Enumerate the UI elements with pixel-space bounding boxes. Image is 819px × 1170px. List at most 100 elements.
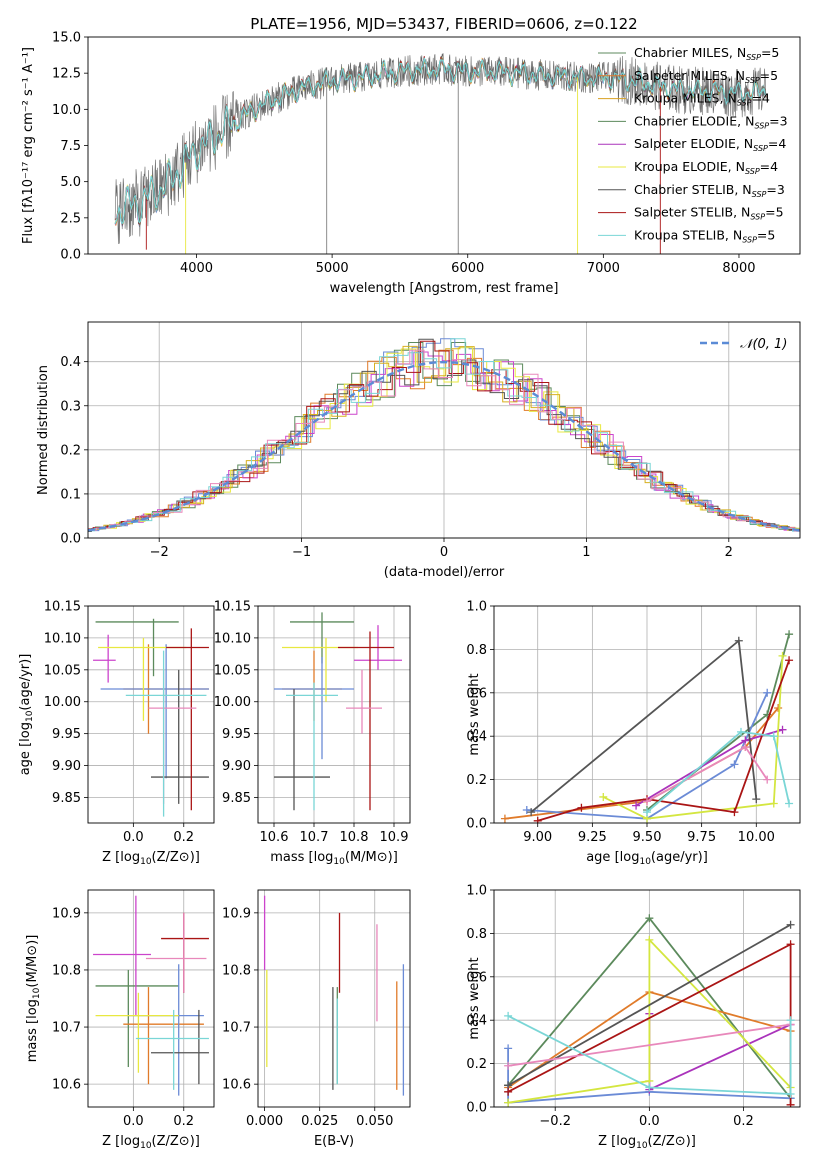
weight-marker (734, 636, 743, 645)
normal-curve (88, 360, 800, 532)
legend-label: Salpeter MILES, NSSP=5 (634, 68, 778, 85)
weight-marker (786, 1089, 795, 1098)
weight-line (646, 745, 768, 803)
x-tick-label: 10.9 (380, 830, 409, 845)
axes-frame (87, 321, 801, 539)
y-tick-label: 10.6 (222, 1078, 251, 1093)
y-tick-label: 0.6 (466, 970, 487, 985)
model-spectrum-line (114, 57, 767, 224)
weight-plot (504, 914, 795, 1107)
weight-line (526, 692, 769, 820)
y-tick-label: 0.2 (466, 1057, 487, 1072)
y-tick-label: 0.0 (60, 532, 81, 547)
y-tick-label: 10.00 (44, 695, 81, 710)
y-tick-label: 9.85 (222, 791, 251, 806)
x-tick-label: 9.75 (687, 830, 716, 845)
y-axis-label: mass weight (467, 957, 482, 1039)
y-tick-label: 2.5 (60, 211, 81, 226)
x-tick-label: −1 (292, 545, 311, 560)
weight-marker (504, 1087, 513, 1096)
y-tick-label: 0.4 (60, 355, 81, 370)
x-tick-label: 10.00 (738, 830, 775, 845)
legend-label: Chabrier MILES, NSSP=5 (634, 45, 779, 62)
axes-frame (87, 605, 215, 824)
y-tick-label: 0.4 (466, 730, 487, 745)
y-tick-label: 10.8 (222, 963, 251, 978)
x-tick-label: 0.2 (733, 1114, 754, 1129)
weight-line (507, 937, 792, 1104)
x-tick-label: 10.7 (300, 830, 329, 845)
x-tick-label: 0.000 (246, 1114, 283, 1129)
weight-marker (741, 743, 750, 752)
legend-label: 𝒩(0, 1) (740, 337, 787, 352)
x-tick-label: 9.50 (633, 830, 662, 845)
spectrum-legend: Chabrier MILES, NSSP=5 Salpeter MILES, NS… (598, 45, 788, 244)
x-tick-label: 0 (440, 545, 448, 560)
axes-frame (87, 889, 215, 1108)
weight-marker (786, 1016, 795, 1025)
weight-marker (645, 914, 654, 923)
x-axis-label: E(B-V) (314, 1134, 354, 1149)
weight-marker (527, 808, 536, 817)
weight-line (507, 1023, 791, 1067)
x-tick-label: 1 (582, 545, 590, 560)
weight-marker (730, 808, 739, 817)
weight-marker (504, 1061, 513, 1070)
weight-marker (778, 725, 787, 734)
x-axis-label: Z [log10(Z/Z⊙)] (102, 850, 200, 867)
weight-marker (786, 1100, 795, 1107)
weight-marker (577, 803, 586, 812)
errorbar-plot (274, 612, 402, 811)
x-tick-label: −0.2 (539, 1114, 571, 1129)
axes-frame (493, 889, 801, 1108)
y-tick-label: 10.6 (52, 1078, 81, 1093)
y-tick-label: 0.2 (466, 773, 487, 788)
y-tick-label: 10.0 (52, 103, 81, 118)
y-tick-label: 0.4 (466, 1014, 487, 1029)
weight-marker (504, 1011, 513, 1020)
legend-label: Chabrier STELIB, NSSP=3 (634, 182, 785, 199)
weight-marker (632, 801, 641, 810)
errorbar-plot (93, 618, 209, 817)
weight-marker (786, 920, 795, 929)
y-tick-label: 9.90 (222, 759, 251, 774)
y-tick-label: 9.95 (52, 727, 81, 742)
y-tick-label: 5.0 (60, 175, 81, 190)
y-tick-label: 0.1 (60, 487, 81, 502)
weight-marker (522, 805, 531, 814)
x-tick-label: 0.050 (356, 1114, 393, 1129)
x-tick-label: 5000 (316, 261, 349, 276)
y-tick-label: 0.8 (466, 643, 487, 658)
y-tick-label: 10.9 (222, 906, 251, 921)
legend-label: Salpeter ELODIE, NSSP=4 (634, 136, 786, 153)
y-tick-label: 9.95 (222, 727, 251, 742)
y-tick-label: 0.3 (60, 399, 81, 414)
y-tick-label: 10.05 (44, 663, 81, 678)
x-tick-label: 0.2 (173, 1114, 194, 1129)
y-tick-label: 0.2 (60, 443, 81, 458)
weight-marker (786, 940, 795, 949)
weight-marker (643, 808, 651, 817)
weight-plot (500, 630, 794, 823)
x-tick-label: 7000 (587, 261, 620, 276)
x-tick-label: 10.6 (260, 830, 289, 845)
weight-line (602, 655, 784, 820)
weight-marker (769, 732, 778, 741)
weight-line (507, 1048, 791, 1104)
histogram-steps (88, 345, 800, 532)
weight-marker (774, 703, 783, 712)
weight-line (530, 638, 758, 813)
x-axis-label: age [log10(age/yr)] (586, 850, 708, 867)
x-tick-label: 2 (725, 545, 733, 560)
weight-marker (533, 816, 542, 823)
axes-frame (257, 605, 411, 824)
observed-spectrum-line (114, 53, 767, 245)
weight-marker (645, 935, 654, 944)
x-tick-label: −2 (150, 545, 169, 560)
x-tick-label: 0.2 (173, 830, 194, 845)
weight-marker (500, 814, 509, 823)
x-tick-label: 0.0 (123, 1114, 144, 1129)
x-tick-label: 0.025 (301, 1114, 338, 1129)
y-axis-label: Normed distribution (36, 365, 51, 495)
